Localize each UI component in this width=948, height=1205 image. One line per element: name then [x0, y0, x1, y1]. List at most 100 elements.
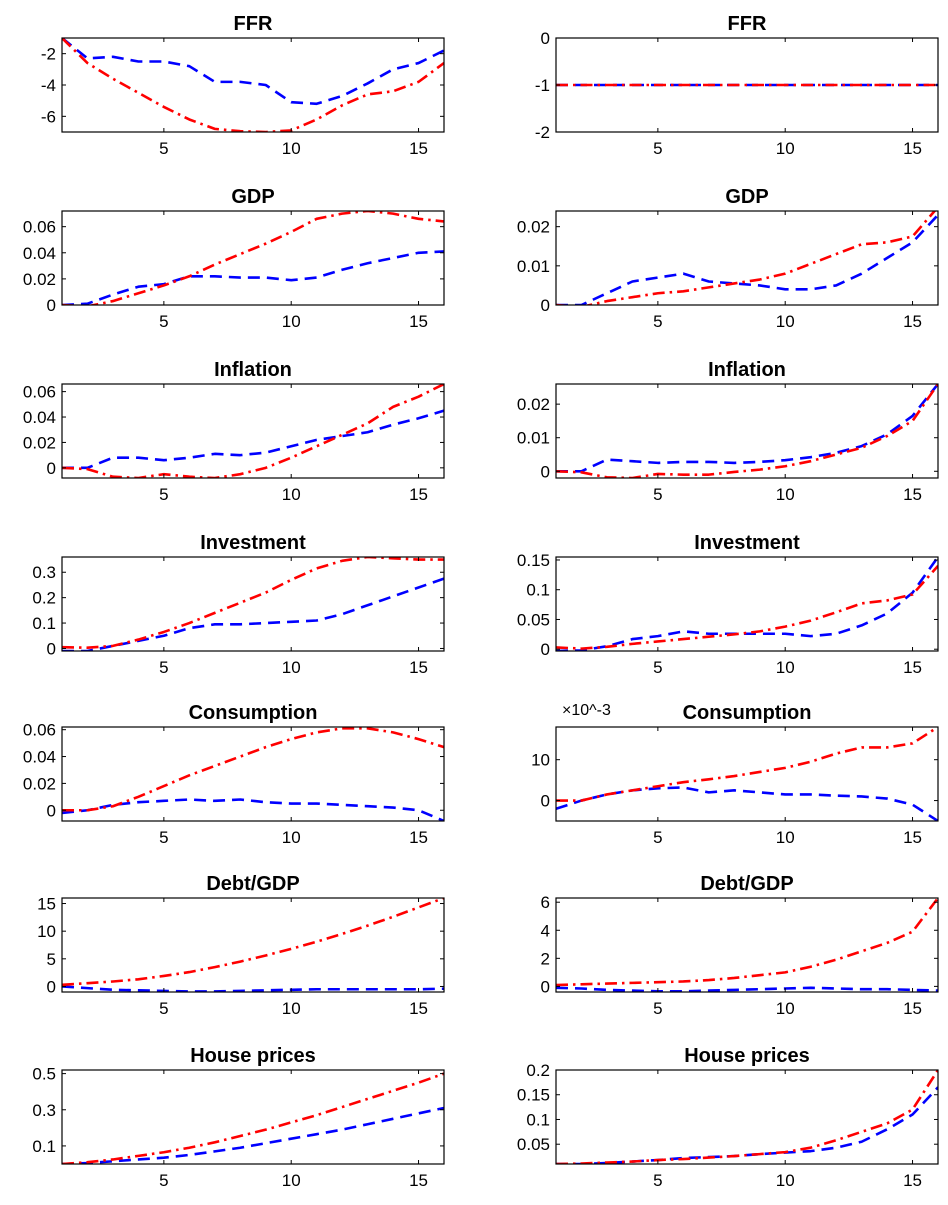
x-tick-label: 15 — [903, 828, 922, 847]
x-tick-label: 5 — [159, 999, 168, 1018]
series-line-dashdot — [556, 727, 938, 802]
x-tick-label: 5 — [653, 999, 662, 1018]
x-tick-label: 10 — [282, 999, 301, 1018]
x-tick-label: 5 — [159, 1171, 168, 1190]
y-tick-label: 0.02 — [517, 395, 550, 414]
y-tick-label: 4 — [541, 921, 550, 940]
chart-title: Inflation — [708, 359, 786, 381]
chart-panel-3: GDP 5 10 15 0 0.02 0.04 0.06 — [23, 186, 445, 331]
x-tick-label: 10 — [776, 312, 795, 331]
x-tick-label: 15 — [903, 999, 922, 1018]
y-tick-label: 0 — [47, 801, 56, 820]
y-tick-label: 0.15 — [517, 1086, 550, 1105]
y-tick-label: 0.01 — [517, 429, 550, 448]
series-line-dashed — [62, 985, 444, 992]
series-line-dashdot — [556, 1070, 938, 1164]
axes-box — [61, 1069, 445, 1165]
x-tick-label: 10 — [282, 828, 301, 847]
chart-panel-11: Debt/GDP 5 10 15 0 5 10 15 — [37, 873, 445, 1018]
series-line-dashed — [62, 1106, 444, 1164]
series-line-dashdot — [556, 211, 937, 305]
x-tick-label: 15 — [409, 999, 428, 1018]
series-line-dashdot — [62, 384, 444, 478]
x-tick-label: 15 — [903, 312, 922, 331]
series-line-dashdot — [556, 384, 938, 478]
chart-panel-6: Inflation 5 10 15 0 0.01 0.02 — [517, 359, 939, 504]
series-line-dashed — [62, 577, 444, 651]
chart-title: Debt/GDP — [206, 873, 299, 895]
x-tick-label: 15 — [903, 139, 922, 158]
chart-panel-4: GDP 5 10 15 0 0.01 0.02 — [517, 186, 939, 331]
x-tick-label: 5 — [653, 312, 662, 331]
x-tick-label: 10 — [776, 1171, 795, 1190]
series-line-dashed — [556, 557, 938, 651]
y-tick-label: 0.5 — [32, 1065, 56, 1084]
y-tick-label: 0 — [47, 459, 56, 478]
y-tick-label: 0.04 — [23, 408, 56, 427]
axes-box — [555, 897, 939, 993]
series-line-dashed — [556, 214, 938, 305]
axes-box — [61, 383, 445, 479]
y-tick-label: 0 — [541, 29, 550, 48]
y-exponent-label: ×10^-3 — [562, 702, 611, 719]
series-line-dashdot — [62, 211, 444, 305]
x-tick-label: 10 — [776, 999, 795, 1018]
y-tick-label: 0.02 — [23, 774, 56, 793]
chart-title: FFR — [728, 13, 767, 35]
y-tick-label: 0.02 — [23, 433, 56, 452]
series-line-dashed — [556, 1086, 938, 1164]
panels: FFR 5 10 15 -6 -4 -2 FFR 5 10 15 -2 -1 0 GDP 5 10 15 0 0.02… — [23, 13, 939, 1190]
axes-box — [555, 556, 939, 652]
y-tick-label: 5 — [47, 950, 56, 969]
chart-panel-1: FFR 5 10 15 -6 -4 -2 — [41, 13, 445, 158]
y-tick-label: 0.15 — [517, 551, 550, 570]
y-tick-label: 0 — [541, 977, 550, 996]
chart-title: Debt/GDP — [700, 873, 793, 895]
x-tick-label: 10 — [776, 485, 795, 504]
y-tick-label: 0.02 — [517, 218, 550, 237]
y-tick-label: 0.04 — [23, 748, 56, 767]
y-tick-label: 15 — [37, 895, 56, 914]
x-tick-label: 10 — [776, 828, 795, 847]
chart-panel-2: FFR 5 10 15 -2 -1 0 — [535, 13, 939, 158]
y-tick-label: 0.2 — [526, 1061, 550, 1080]
y-tick-label: 0 — [541, 792, 550, 811]
series-line-dashdot — [62, 727, 444, 812]
series-line-dashdot — [62, 898, 444, 987]
x-tick-label: 10 — [282, 485, 301, 504]
y-tick-label: -2 — [535, 123, 550, 142]
series-line-dashed — [62, 38, 444, 106]
series-line-dashed — [556, 384, 938, 473]
y-tick-label: 0.06 — [23, 721, 56, 740]
chart-title: Consumption — [683, 702, 812, 724]
x-tick-label: 5 — [159, 485, 168, 504]
x-tick-label: 5 — [653, 658, 662, 677]
x-tick-label: 5 — [653, 139, 662, 158]
y-tick-label: 0 — [541, 296, 550, 315]
chart-panel-12: Debt/GDP 5 10 15 0 2 4 6 — [541, 873, 939, 1018]
axes-box — [555, 1069, 939, 1165]
y-tick-label: -1 — [535, 76, 550, 95]
chart-title: Consumption — [189, 702, 318, 724]
y-tick-label: -4 — [41, 76, 56, 95]
x-tick-label: 15 — [409, 312, 428, 331]
y-tick-label: 0.05 — [517, 1135, 550, 1154]
series-line-dashed — [62, 409, 444, 470]
y-tick-label: -6 — [41, 107, 56, 126]
y-tick-label: 0.06 — [23, 383, 56, 402]
x-tick-label: 15 — [409, 485, 428, 504]
series-line-dashdot — [62, 557, 444, 650]
y-tick-label: 0.02 — [23, 270, 56, 289]
x-tick-label: 15 — [903, 658, 922, 677]
x-tick-label: 15 — [409, 828, 428, 847]
x-tick-label: 15 — [903, 1171, 922, 1190]
y-tick-label: 10 — [531, 751, 550, 770]
x-tick-label: 10 — [776, 658, 795, 677]
y-tick-label: 0.1 — [526, 1110, 550, 1129]
series-line-dashed — [62, 250, 444, 305]
y-tick-label: 2 — [541, 949, 550, 968]
y-tick-label: 0.01 — [517, 257, 550, 276]
x-tick-label: 5 — [159, 139, 168, 158]
y-tick-label: 10 — [37, 922, 56, 941]
